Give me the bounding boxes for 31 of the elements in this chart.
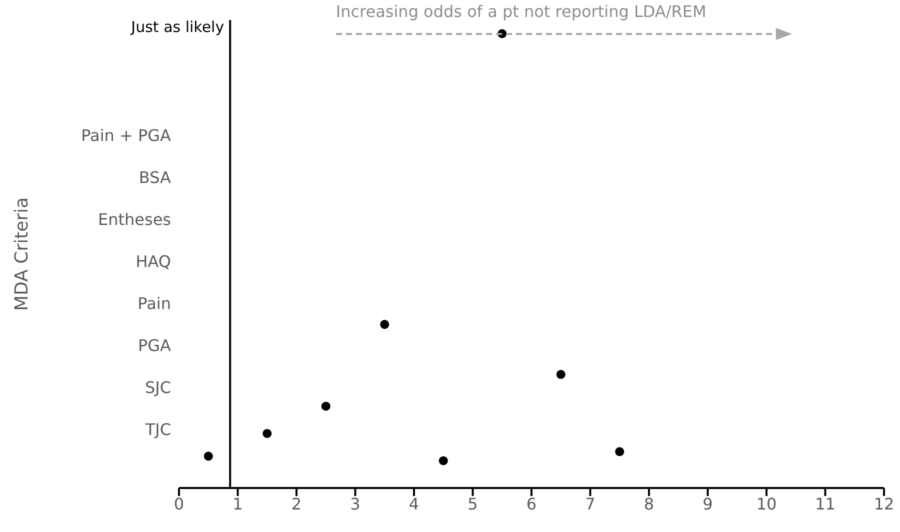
text: PGA	[138, 336, 171, 355]
point	[321, 402, 330, 411]
x-tick-label: 8	[644, 494, 654, 514]
x-tick-label: 5	[468, 494, 478, 514]
point	[204, 452, 213, 461]
x-tick-label: 10	[756, 494, 777, 514]
x-tick-label: 0	[174, 494, 184, 514]
text: SJC	[144, 378, 171, 397]
x-tick-label: 11	[815, 494, 836, 514]
x-tick-label: 4	[408, 494, 420, 514]
point	[438, 456, 448, 466]
ref-line-label: Just as likely	[130, 18, 224, 36]
text: BSA	[138, 168, 171, 187]
x-tick-label: 3	[350, 494, 360, 514]
point	[380, 320, 390, 329]
point	[556, 370, 566, 379]
x-tick-label: 2	[291, 494, 302, 514]
text: Pain	[138, 294, 171, 313]
x-tick-label: 1	[232, 494, 243, 514]
x-tick-label: 9	[702, 494, 713, 514]
text: MDA Criteria	[12, 197, 32, 311]
x-tick-label: 6	[526, 494, 537, 514]
text: TJC	[145, 420, 171, 439]
text: HAQ	[136, 252, 171, 271]
point	[262, 428, 272, 438]
text: Entheses	[98, 210, 171, 229]
x-tick-label: 7	[585, 494, 596, 514]
x-tick-label: 12	[874, 494, 894, 514]
point	[615, 447, 624, 456]
text: Pain + PGA	[81, 126, 171, 145]
text: Increasing odds of a pt not reporting LDA/REM	[336, 2, 706, 21]
